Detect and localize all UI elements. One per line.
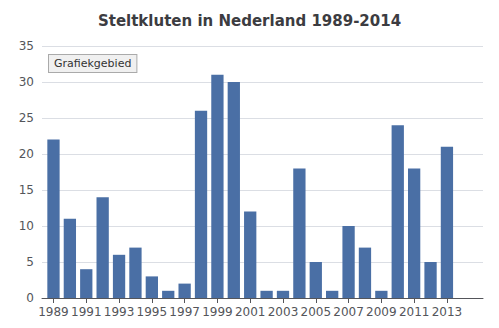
svg-text:2005: 2005 [301, 305, 332, 319]
svg-text:1995: 1995 [137, 305, 168, 319]
svg-text:20: 20 [19, 147, 34, 161]
svg-text:1999: 1999 [202, 305, 233, 319]
svg-text:2009: 2009 [366, 305, 397, 319]
svg-text:10: 10 [19, 219, 34, 233]
svg-text:2001: 2001 [235, 305, 266, 319]
svg-text:2013: 2013 [432, 305, 463, 319]
svg-text:2011: 2011 [399, 305, 430, 319]
svg-text:2007: 2007 [333, 305, 364, 319]
svg-text:5: 5 [26, 255, 34, 269]
svg-text:1989: 1989 [38, 305, 69, 319]
svg-text:1993: 1993 [104, 305, 135, 319]
svg-text:Grafiekgebied: Grafiekgebied [54, 57, 131, 70]
svg-text:15: 15 [19, 183, 34, 197]
svg-text:35: 35 [19, 39, 34, 53]
svg-text:1997: 1997 [169, 305, 200, 319]
svg-text:25: 25 [19, 111, 34, 125]
svg-text:2003: 2003 [268, 305, 299, 319]
svg-text:1991: 1991 [71, 305, 102, 319]
svg-text:0: 0 [26, 291, 34, 305]
svg-text:30: 30 [19, 75, 34, 89]
svg-text:Steltkluten in Nederland 1989-: Steltkluten in Nederland 1989-2014 [98, 12, 401, 30]
